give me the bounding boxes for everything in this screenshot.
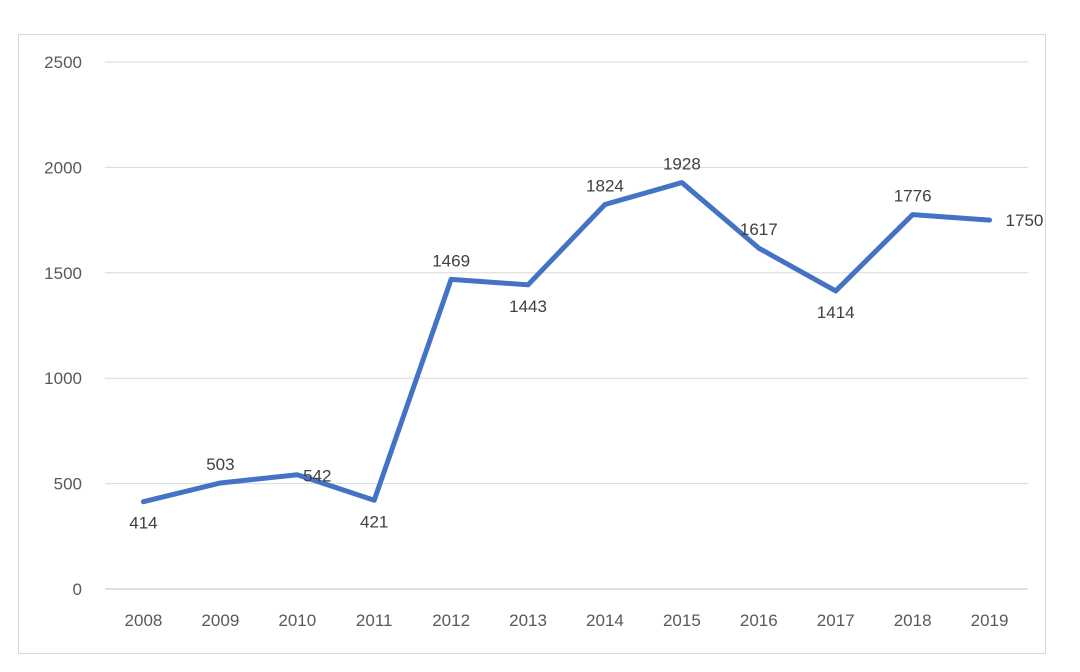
y-tick-label: 0 [73,580,82,599]
data-point [373,499,375,501]
data-point [681,182,683,184]
x-tick-label: 2011 [356,611,393,630]
data-label: 503 [206,455,234,474]
y-axis-ticks: 0 500 1000 1500 2000 2500 [44,53,82,599]
x-tick-label: 2013 [509,611,547,630]
x-tick-label: 2015 [663,611,701,630]
y-tick-label: 2500 [44,53,82,72]
data-label: 1414 [817,303,855,322]
y-tick-label: 1000 [44,369,82,388]
data-point [296,474,298,476]
data-label: 1443 [509,297,547,316]
series-lines [140,180,993,505]
data-point [450,278,452,280]
y-tick-label: 2000 [44,158,82,177]
data-point [912,214,914,216]
data-label: 1928 [663,155,701,174]
chart-frame [18,34,1046,654]
data-point [835,290,837,292]
data-labels: 414 503 542 421 1469 1443 1824 1928 1617 1414 1776… [129,155,1043,533]
x-tick-label: 2019 [971,611,1009,630]
y-tick-label: 1500 [44,264,82,283]
gridlines [105,61,1028,590]
data-point [604,204,606,206]
x-tick-label: 2014 [586,611,624,630]
data-label: 421 [360,512,388,531]
x-tick-label: 2008 [125,611,163,630]
data-label: 1776 [894,187,932,206]
data-label: 1617 [740,220,778,239]
y-tick-label: 500 [54,475,82,494]
data-label: 1750 [1006,211,1044,230]
data-label: 542 [303,467,331,486]
x-tick-label: 2010 [278,611,316,630]
x-tick-label: 2017 [817,611,855,630]
x-axis-ticks: 2008 2009 2010 2011 2012 2013 2014 2015 2016 2017… [125,611,1009,630]
data-point [527,284,529,286]
data-point [758,247,760,249]
data-point [219,482,221,484]
x-tick-label: 2016 [740,611,778,630]
x-tick-label: 2012 [432,611,470,630]
series-line [140,180,993,505]
data-point [989,219,991,221]
x-tick-label: 2009 [201,611,239,630]
data-point [142,501,144,503]
data-label: 1824 [586,177,624,196]
x-tick-label: 2018 [894,611,932,630]
data-label: 1469 [432,251,470,270]
data-label: 414 [129,514,157,533]
